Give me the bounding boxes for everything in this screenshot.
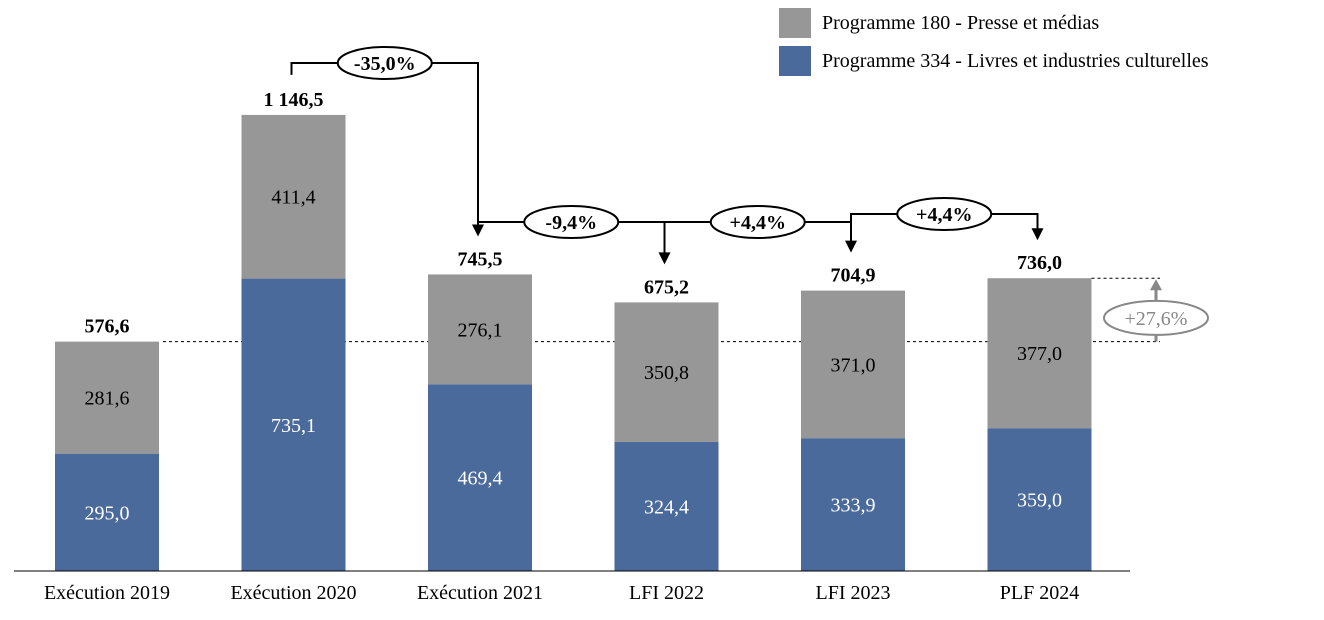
segment-label-p180-5: 377,0 bbox=[1017, 343, 1062, 365]
segment-label-p334-3: 324,4 bbox=[644, 496, 689, 518]
legend-label-p180: Programme 180 - Presse et médias bbox=[822, 12, 1099, 34]
segment-label-p180-1: 411,4 bbox=[271, 187, 315, 209]
total-label-3: 675,2 bbox=[644, 276, 689, 298]
change-ellipse-0 bbox=[336, 46, 433, 80]
change-label-1: -9,4% bbox=[545, 212, 597, 234]
bar-p334-0 bbox=[55, 453, 159, 571]
category-labels: Exécution 2019 Exécution 2020 Exécution 20… bbox=[44, 582, 1079, 604]
total-label-4: 704,9 bbox=[831, 265, 876, 287]
bar-p334-3 bbox=[614, 441, 719, 571]
segment-label-p334-0: 295,0 bbox=[85, 502, 130, 524]
bar-p334-1 bbox=[241, 278, 346, 571]
bar-p180-2 bbox=[428, 274, 532, 385]
change-label-3: +4,4% bbox=[916, 204, 972, 226]
overall-ellipse bbox=[1103, 299, 1209, 336]
change-ellipse-1 bbox=[523, 205, 620, 239]
change-arrowhead-1 bbox=[658, 252, 671, 265]
bar-p334-2 bbox=[428, 384, 532, 571]
bar-p334-5 bbox=[987, 428, 1092, 571]
change-arrowhead-2 bbox=[845, 240, 857, 253]
legend: Programme 180 - Presse et médias Programm… bbox=[779, 8, 1209, 76]
segment-label-p334-1: 735,1 bbox=[271, 415, 316, 437]
overall-change-annotation: +27,6% bbox=[1103, 279, 1209, 342]
change-arrowhead-3 bbox=[1031, 228, 1044, 241]
segment-label-p334-4: 333,9 bbox=[831, 495, 876, 517]
bar-p180-1 bbox=[241, 114, 346, 279]
segment-label-p180-3: 350,8 bbox=[644, 362, 689, 384]
bars bbox=[55, 114, 1092, 571]
bar-p180-5 bbox=[987, 278, 1092, 429]
bar-p334-4 bbox=[801, 438, 905, 571]
category-label-4: LFI 2023 bbox=[816, 582, 891, 604]
bar-p180-3 bbox=[614, 302, 719, 442]
legend-label-p334: Programme 334 - Livres et industries cul… bbox=[822, 50, 1209, 72]
overall-arrowhead bbox=[1150, 279, 1162, 291]
category-label-0: Exécution 2019 bbox=[44, 582, 170, 604]
category-label-5: PLF 2024 bbox=[1000, 582, 1079, 604]
total-label-5: 736,0 bbox=[1017, 252, 1062, 274]
change-annotations: -35,0% -9,4% +4,4% +4,4% bbox=[290, 46, 1044, 265]
total-label-0: 576,6 bbox=[85, 316, 130, 338]
change-label-2: +4,4% bbox=[730, 212, 786, 234]
category-label-2: Exécution 2021 bbox=[417, 582, 543, 604]
legend-swatch-p180 bbox=[779, 8, 811, 38]
change-ellipse-2 bbox=[709, 205, 806, 239]
segment-label-p180-2: 276,1 bbox=[458, 319, 503, 341]
segment-label-p334-5: 359,0 bbox=[1017, 490, 1062, 512]
change-ellipse-3 bbox=[896, 197, 993, 231]
segment-label-p180-0: 281,6 bbox=[85, 388, 130, 410]
category-label-3: LFI 2022 bbox=[629, 582, 704, 604]
total-labels: 576,6 1 146,5 745,5 675,2 704,9 736,0 bbox=[85, 89, 1063, 338]
segment-label-p180-4: 371,0 bbox=[831, 354, 876, 376]
legend-swatch-p334 bbox=[779, 46, 811, 76]
change-label-0: -35,0% bbox=[354, 53, 416, 75]
segment-labels: 295,0 281,6 735,1 411,4 469,4 276,1 324,4 350,8… bbox=[85, 187, 1063, 525]
total-label-1: 1 146,5 bbox=[264, 89, 324, 111]
total-label-2: 745,5 bbox=[458, 248, 503, 270]
category-label-1: Exécution 2020 bbox=[230, 582, 356, 604]
bar-p180-0 bbox=[55, 341, 159, 454]
segment-label-p334-2: 469,4 bbox=[458, 468, 503, 490]
bar-p180-4 bbox=[801, 290, 905, 439]
overall-change-label: +27,6% bbox=[1125, 308, 1188, 330]
